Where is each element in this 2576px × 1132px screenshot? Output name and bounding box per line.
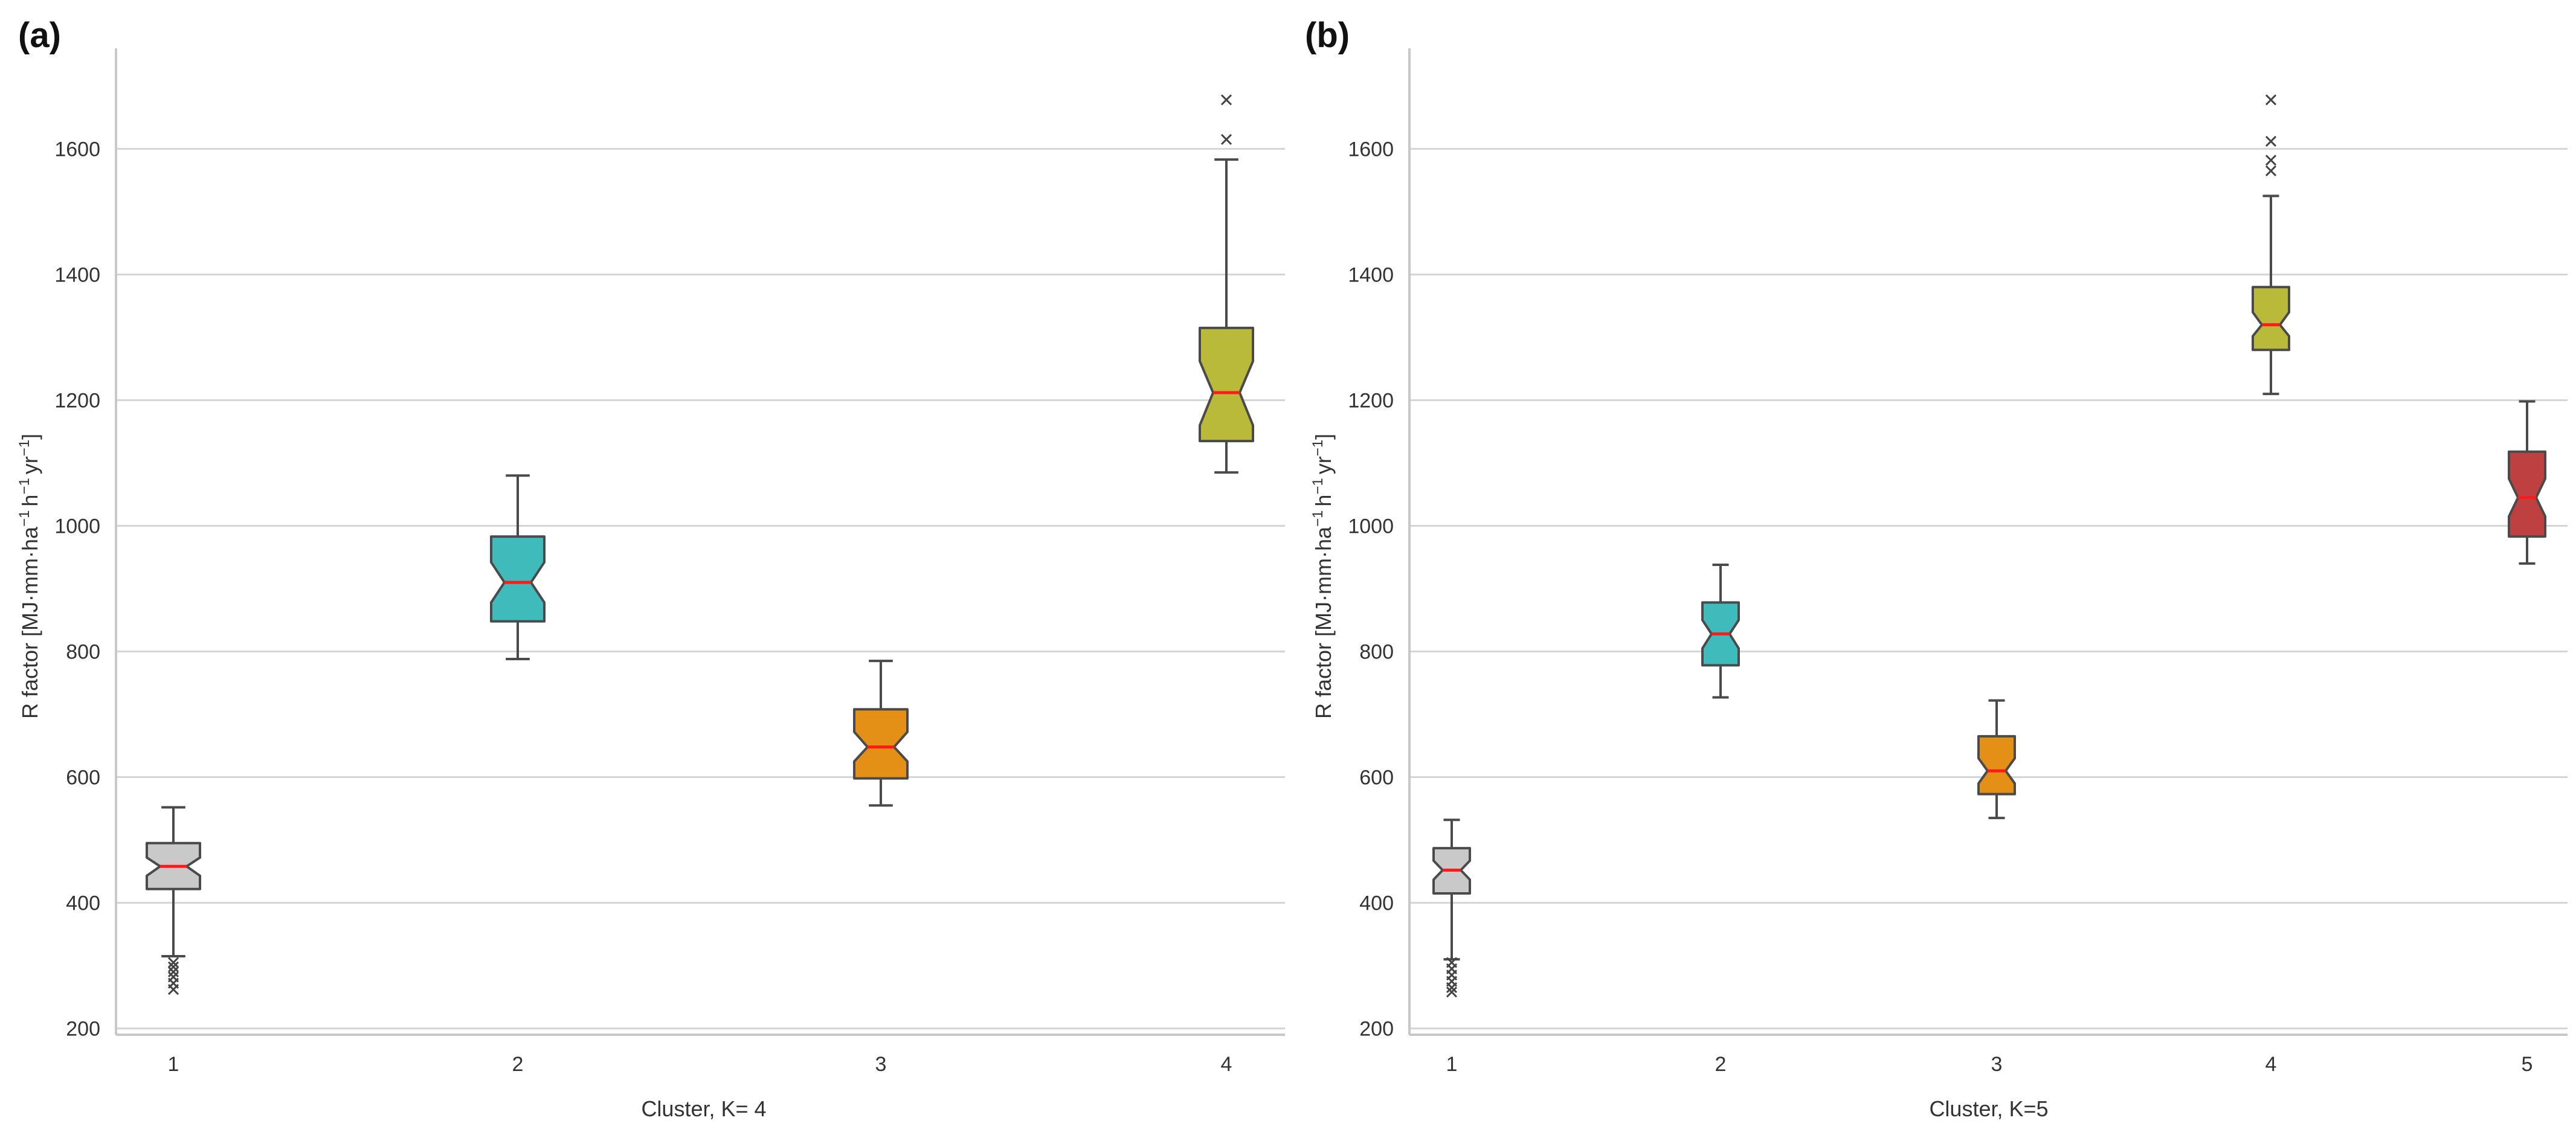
x-tick-labels-b: 1 2 3 4 5 [1446, 1053, 2533, 1076]
x-axis-label-b: Cluster, K=5 [1929, 1096, 2048, 1121]
flier-b-4-1 [2265, 155, 2277, 166]
x-tick-label-b-2: 2 [1715, 1053, 1727, 1076]
box-body-a-4 [1199, 326, 1254, 443]
y-axis-label-sup-b-3: yr [1311, 456, 1336, 474]
y-axis-label-sup-b-4: −1 [1310, 440, 1326, 456]
flier-stroke-b-4-0-2 [2265, 165, 2277, 176]
boxes-a [146, 94, 1254, 995]
flier-stroke-b-4-1-2 [2265, 155, 2277, 166]
y-tick-label-a-1600: 1600 [54, 138, 100, 161]
y-axis-label-text-a: R factor [MJ·mm·ha [18, 526, 42, 719]
y-tick-label-b-1200: 1200 [1348, 389, 1394, 412]
y-tick-label-b-1000: 1000 [1348, 515, 1394, 538]
y-tick-labels-a: 200 400 600 800 1000 1200 1400 1600 [54, 138, 100, 1040]
flier-a-4-0 [1220, 133, 1232, 145]
y-tick-label-b-400: 400 [1359, 892, 1394, 915]
flier-a-4-1 [1220, 94, 1232, 106]
y-axis-label-sup-b-2: −1 [1310, 478, 1326, 494]
y-axis-label-sup-a-0: −1 [16, 510, 33, 527]
box-a-cluster-4 [1199, 94, 1254, 474]
flier-b-4-3 [2265, 94, 2277, 106]
box-body-b-4 [2252, 286, 2290, 352]
box-body-a-2 [490, 535, 546, 623]
panel-label-a: (a) [18, 16, 61, 55]
y-tick-label-b-800: 800 [1359, 641, 1394, 664]
flier-stroke-b-1-4-2 [1446, 982, 1458, 994]
y-tick-label-a-600: 600 [66, 767, 100, 790]
y-tick-label-a-800: 800 [66, 641, 100, 664]
flier-stroke-a-1-2-2 [167, 966, 179, 978]
y-axis-label-sup-a-5: ] [18, 434, 42, 440]
panel-b: (b) 200 400 600 800 1000 1200 1400 1600 1 2 3 4 5 C… [1305, 16, 2568, 1121]
x-tick-label-a-3: 3 [875, 1053, 887, 1076]
flier-a-1-2 [167, 966, 179, 978]
y-tick-label-a-1400: 1400 [54, 263, 100, 286]
x-tick-label-a-4: 4 [1221, 1053, 1232, 1076]
y-tick-label-b-200: 200 [1359, 1018, 1394, 1041]
y-axis-label-text-b: R factor [MJ·mm·ha [1311, 526, 1336, 719]
flier-stroke-a-1-0-2 [167, 957, 179, 968]
panel-label-b: (b) [1305, 16, 1350, 55]
y-tick-label-a-1200: 1200 [54, 389, 100, 412]
flier-a-1-0 [167, 957, 179, 968]
x-tick-label-a-2: 2 [512, 1053, 524, 1076]
y-tick-label-a-400: 400 [66, 892, 100, 915]
box-a-cluster-1 [146, 806, 201, 995]
y-tick-label-b-1600: 1600 [1348, 138, 1394, 161]
y-gridlines-a [116, 147, 1285, 1030]
y-axis-label-sup-b-5: ] [1311, 434, 1336, 440]
y-axis-label-a: R factor [MJ·mm·ha−1h−1yr−1] [16, 434, 42, 719]
flier-stroke-a-1-1-2 [167, 961, 179, 973]
y-tick-labels-b: 200 400 600 800 1000 1200 1400 1600 [1348, 138, 1394, 1040]
y-axis-label-sup-b-0: −1 [1310, 510, 1326, 527]
y-tick-label-a-1000: 1000 [54, 515, 100, 538]
y-axis-label-b: R factor [MJ·mm·ha−1h−1yr−1] [1310, 434, 1336, 719]
flier-stroke-b-4-2-2 [2265, 135, 2277, 147]
flier-b-4-2 [2265, 135, 2277, 147]
flier-a-1-1 [167, 961, 179, 973]
x-tick-label-b-3: 3 [1991, 1053, 2003, 1076]
y-axis-label-sup-b-1: h [1311, 495, 1336, 507]
y-gridlines-b [1409, 147, 2568, 1030]
flier-a-1-5 [167, 984, 179, 995]
y-tick-label-a-200: 200 [66, 1018, 100, 1041]
box-body-b-5 [2508, 450, 2546, 538]
flier-b-1-5 [1446, 986, 1458, 998]
x-tick-label-b-4: 4 [2265, 1053, 2277, 1076]
y-tick-label-b-600: 600 [1359, 767, 1394, 790]
box-b-cluster-3 [1977, 699, 2016, 820]
boxes-b [1432, 94, 2546, 998]
y-axis-label-sup-a-4: −1 [16, 440, 33, 456]
x-tick-label-b-5: 5 [2522, 1053, 2533, 1076]
flier-stroke-b-1-5-2 [1446, 986, 1458, 998]
flier-stroke-a-4-1-2 [1220, 94, 1232, 106]
y-tick-label-b-1400: 1400 [1348, 263, 1394, 286]
flier-b-1-4 [1446, 982, 1458, 994]
box-b-cluster-4 [2252, 94, 2290, 396]
y-axis-label-sup-a-2: −1 [16, 478, 33, 494]
panel-a: (a) 200 400 600 800 1000 1200 1400 1600 1 2 3 4 Cl… [16, 16, 1285, 1121]
y-axis-label-sup-a-1: h [18, 495, 42, 507]
box-a-cluster-2 [490, 474, 546, 661]
flier-stroke-a-4-0-2 [1220, 133, 1232, 145]
x-axis-label-a: Cluster, K= 4 [641, 1096, 766, 1121]
box-b-cluster-1 [1432, 818, 1471, 998]
box-body-a-3 [853, 708, 909, 780]
y-axis-label-sup-a-3: yr [18, 456, 42, 474]
x-tick-label-a-1: 1 [168, 1053, 179, 1076]
box-b-cluster-2 [1701, 563, 1740, 699]
box-body-b-3 [1977, 735, 2016, 796]
flier-b-4-0 [2265, 165, 2277, 176]
box-a-cluster-3 [853, 660, 909, 807]
flier-stroke-b-4-3-2 [2265, 94, 2277, 106]
x-tick-label-b-1: 1 [1446, 1053, 1458, 1076]
box-b-cluster-5 [2508, 400, 2546, 565]
flier-stroke-a-1-5-2 [167, 984, 179, 995]
x-tick-labels-a: 1 2 3 4 [168, 1053, 1232, 1076]
